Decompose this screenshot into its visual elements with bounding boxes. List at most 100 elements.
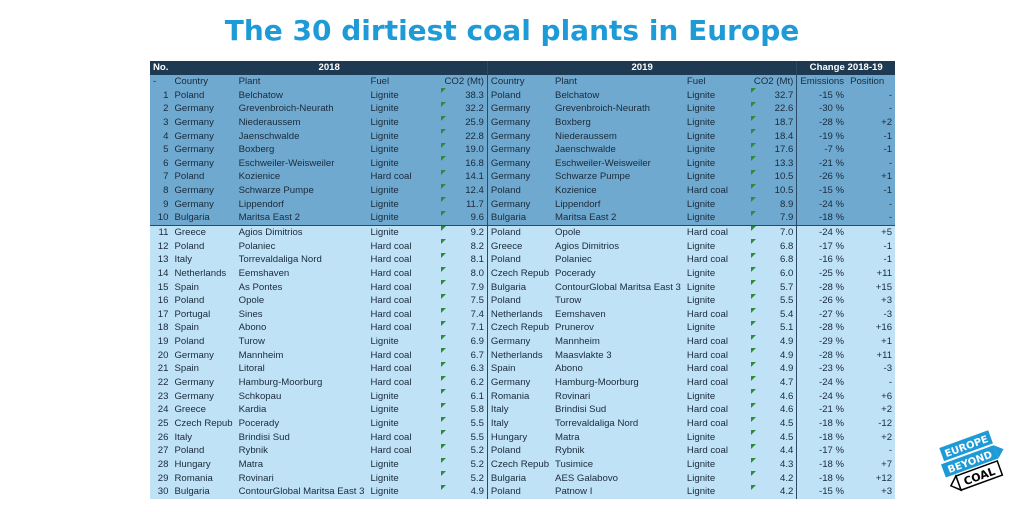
- plant-2019-cell: Kozienice: [552, 183, 684, 198]
- fuel-2018-cell: Hard coal: [367, 293, 442, 308]
- fuel-2018-cell: Lignite: [367, 471, 442, 485]
- plant-2019-cell: Matra: [552, 430, 684, 444]
- co2-2018-cell: 4.9: [441, 484, 488, 499]
- europe-beyond-coal-logo: EUROPE BEYOND COAL: [939, 430, 1004, 492]
- table-row: 3 Germany Niederaussem Lignite 25.9 Germany Bo…: [150, 115, 896, 130]
- plant-2018-cell: Torrevaldaliga Nord: [235, 252, 368, 267]
- country-2018-cell: Poland: [171, 334, 236, 349]
- emissions-change-cell: -15 %: [796, 484, 848, 499]
- co2-2018-cell: 5.5: [441, 430, 488, 444]
- co2-2019-cell: 5.1: [750, 321, 797, 335]
- co2-2019-cell: 4.3: [750, 457, 797, 472]
- country-2019-cell: Hungary: [486, 430, 553, 444]
- plant-2019-cell: Polaniec: [552, 252, 684, 267]
- row-number-cell: 18: [150, 321, 172, 335]
- plant-2018-cell: Schwarze Pumpe: [235, 183, 368, 198]
- row-number-cell: 22: [150, 375, 172, 390]
- position-change-cell: -12: [847, 416, 896, 431]
- fuel-2019-cell: Lignite: [683, 321, 751, 335]
- co2-2019-cell: 6.0: [750, 266, 797, 281]
- plant-2018-cell: Belchatow: [235, 88, 368, 102]
- column-header: Plant: [552, 74, 684, 89]
- fuel-2019-cell: Lignite: [683, 88, 751, 102]
- country-2019-cell: Poland: [486, 88, 553, 102]
- plant-2018-cell: Maritsa East 2: [235, 211, 368, 226]
- fuel-2019-cell: Lignite: [683, 239, 751, 253]
- column-header: Plant: [235, 74, 368, 89]
- country-2019-cell: Germany: [486, 142, 553, 157]
- table-row: 10 Bulgaria Maritsa East 2 Lignite 9.6 Bulgar…: [150, 211, 896, 226]
- row-number-cell: 10: [150, 211, 172, 226]
- co2-2018-cell: 8.2: [441, 239, 488, 253]
- co2-2019-cell: 22.6: [750, 101, 797, 116]
- table-row: 16 Poland Opole Hard coal 7.5 Poland Turow Lign…: [150, 293, 896, 308]
- co2-2018-cell: 11.7: [441, 197, 488, 212]
- fuel-2018-cell: Lignite: [367, 403, 442, 417]
- emissions-change-cell: -26 %: [796, 293, 848, 308]
- co2-2019-cell: 4.6: [750, 403, 797, 417]
- plant-2019-cell: Hamburg-Moorburg: [552, 375, 684, 390]
- country-2018-cell: Hungary: [171, 457, 236, 472]
- plant-2018-cell: Rovinari: [235, 471, 368, 485]
- emissions-change-cell: -30 %: [796, 101, 848, 116]
- fuel-2019-cell: Lignite: [683, 115, 751, 130]
- plant-2019-cell: Eschweiler-Weisweiler: [552, 156, 684, 171]
- table-row: 29 Romania Rovinari Lignite 5.2 Bulgaria AES G…: [150, 471, 896, 485]
- table-row: 27 Poland Rybnik Hard coal 5.2 Poland Rybnik Ha…: [150, 443, 896, 458]
- country-2019-cell: Italy: [486, 403, 553, 417]
- plant-2019-cell: Schwarze Pumpe: [552, 170, 684, 184]
- row-number-cell: 1: [150, 88, 172, 102]
- table-row: 14 Netherlands Eemshaven Hard coal 8.0 Czech …: [150, 266, 896, 281]
- position-change-cell: -1: [847, 183, 896, 198]
- co2-2019-cell: 4.9: [750, 348, 797, 363]
- position-change-cell: -: [847, 211, 896, 226]
- plant-2018-cell: Jaenschwalde: [235, 129, 368, 143]
- table-row: 22 Germany Hamburg-Moorburg Hard coal 6.2 Ger…: [150, 375, 896, 390]
- co2-2018-cell: 7.1: [441, 321, 488, 335]
- country-2019-cell: Romania: [486, 389, 553, 404]
- position-change-cell: -3: [847, 362, 896, 376]
- row-number-cell: 12: [150, 239, 172, 253]
- row-number-cell: 9: [150, 197, 172, 212]
- plant-2019-cell: Patnow I: [552, 484, 684, 499]
- table-row: 17 Portugal Sines Hard coal 7.4 Netherlands Ee…: [150, 307, 896, 322]
- emissions-change-cell: -15 %: [796, 88, 848, 102]
- column-header-row: - Country Plant Fuel CO2 (Mt) Country Pl…: [150, 74, 896, 89]
- emissions-change-cell: -21 %: [796, 156, 848, 171]
- country-2018-cell: Germany: [171, 183, 236, 198]
- emissions-change-cell: -23 %: [796, 362, 848, 376]
- country-2019-cell: Poland: [486, 484, 553, 499]
- country-2018-cell: Czech Repub: [171, 416, 236, 431]
- fuel-2018-cell: Lignite: [367, 211, 442, 226]
- country-2019-cell: Bulgaria: [486, 471, 553, 485]
- table-row: 26 Italy Brindisi Sud Hard coal 5.5 Hungary Ma…: [150, 430, 896, 444]
- co2-2018-cell: 5.2: [441, 471, 488, 485]
- column-header: CO2 (Mt): [441, 74, 488, 89]
- plant-2018-cell: Schkopau: [235, 389, 368, 404]
- co2-2019-cell: 4.2: [750, 484, 797, 499]
- fuel-2019-cell: Lignite: [683, 101, 751, 116]
- fuel-2018-cell: Lignite: [367, 129, 442, 143]
- country-2018-cell: Germany: [171, 129, 236, 143]
- table-row: 4 Germany Jaenschwalde Lignite 22.8 Germany Ni…: [150, 129, 896, 143]
- country-2019-cell: Netherlands: [486, 348, 553, 363]
- table-row: 23 Germany Schkopau Lignite 6.1 Romania Rovina…: [150, 389, 896, 404]
- co2-2018-cell: 6.7: [441, 348, 488, 363]
- fuel-2019-cell: Lignite: [683, 471, 751, 485]
- co2-2018-cell: 7.4: [441, 307, 488, 322]
- position-change-cell: +6: [847, 389, 896, 404]
- row-number-cell: 5: [150, 142, 172, 157]
- position-change-cell: -: [847, 156, 896, 171]
- fuel-2019-cell: Hard coal: [683, 348, 751, 363]
- emissions-change-cell: -17 %: [796, 239, 848, 253]
- plant-2019-cell: Rovinari: [552, 389, 684, 404]
- header-change: Change 2018-19: [796, 61, 896, 75]
- fuel-2018-cell: Hard coal: [367, 443, 442, 458]
- fuel-2019-cell: Hard coal: [683, 307, 751, 322]
- country-2018-cell: Romania: [171, 471, 236, 485]
- co2-2019-cell: 6.8: [750, 252, 797, 267]
- country-2019-cell: Poland: [486, 293, 553, 308]
- co2-2019-cell: 18.7: [750, 115, 797, 130]
- plant-2019-cell: Rybnik: [552, 443, 684, 458]
- emissions-change-cell: -18 %: [796, 211, 848, 226]
